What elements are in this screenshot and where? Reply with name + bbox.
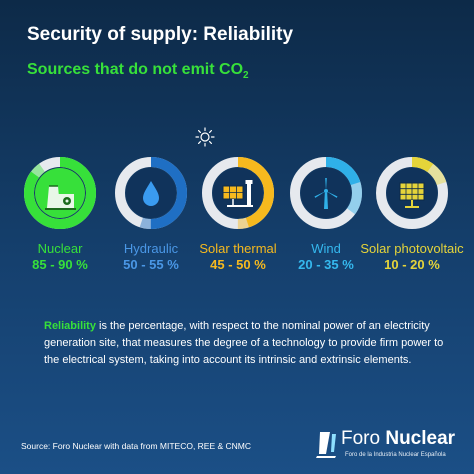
logo-name: Foro Nuclear xyxy=(341,428,455,450)
subtitle-subscript: 2 xyxy=(243,70,249,81)
foro-nuclear-logo: Foro Nuclear Foro de la Industria Nuclea… xyxy=(316,428,461,464)
definition-text: is the percentage, with respect to the n… xyxy=(44,320,444,366)
source-label-solar-thermal: Solar thermal xyxy=(199,241,277,256)
solar-thermal-icon xyxy=(222,180,253,207)
solar-thermal-gauge xyxy=(202,157,274,229)
solar-panel-icon xyxy=(399,182,425,208)
reliability-definition: Reliability is the percentage, with resp… xyxy=(44,318,454,369)
source-label-solar-photovoltaic: Solar photovoltaic xyxy=(360,241,464,256)
hydraulic-gauge xyxy=(115,157,187,229)
definition-term: Reliability xyxy=(44,320,96,332)
page-subtitle: Sources that do not emit CO2 xyxy=(27,61,249,81)
sun-icon xyxy=(195,127,215,147)
source-range-hydraulic: 50 - 55 % xyxy=(123,257,179,272)
water-drop-icon xyxy=(143,181,159,206)
solar-photovoltaic-gauge xyxy=(376,157,448,229)
nuclear-plant-icon xyxy=(45,185,76,210)
source-label-hydraulic: Hydraulic xyxy=(123,241,179,256)
subtitle-text: Sources that do not emit CO xyxy=(27,61,244,78)
logo-tagline: Foro de la Industria Nuclear Española xyxy=(345,452,446,458)
source-credit: Source: Foro Nuclear with data from MITE… xyxy=(21,441,252,451)
source-label-wind: Wind xyxy=(311,241,341,256)
source-range-wind: 20 - 35 % xyxy=(298,257,354,272)
wind-turbine-icon xyxy=(314,178,338,209)
gauge-value-arc xyxy=(202,157,274,229)
logo-mark-icon xyxy=(316,432,336,458)
source-range-solar-thermal: 45 - 50 % xyxy=(210,257,266,272)
gauge-value-arc xyxy=(115,157,187,229)
source-label-nuclear: Nuclear xyxy=(37,241,83,256)
nuclear-gauge xyxy=(24,157,96,229)
source-range-solar-photovoltaic: 10 - 20 % xyxy=(384,257,440,272)
source-range-nuclear: 85 - 90 % xyxy=(32,257,88,272)
gauge-value-arc xyxy=(290,157,362,229)
logo-name-bold: Nuclear xyxy=(385,428,456,449)
logo-name-light: Foro xyxy=(341,428,386,449)
page-title: Security of supply: Reliability xyxy=(27,24,294,45)
wind-gauge xyxy=(290,157,362,229)
gauge-inner-disc xyxy=(35,168,85,218)
gauge-value-arc xyxy=(376,157,448,229)
gauge-value-arc xyxy=(24,157,96,229)
